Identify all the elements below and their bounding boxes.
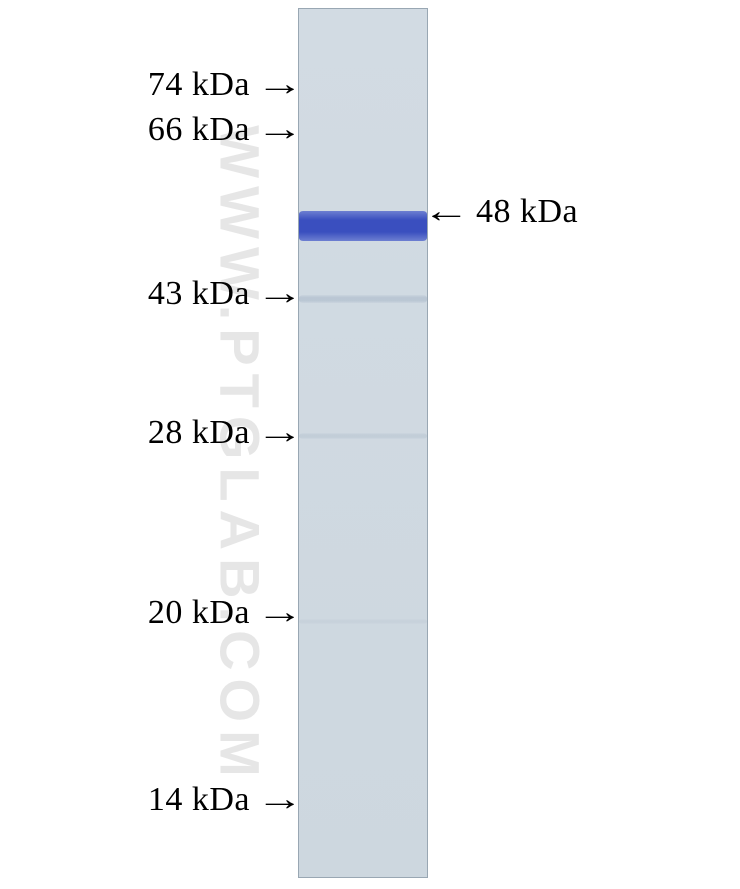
band-main-band [299, 211, 427, 241]
arrow-right-icon: → [256, 277, 304, 311]
arrow-left-icon: ← [422, 195, 470, 229]
ladder-label: 66 kDa→ [0, 109, 290, 151]
ladder-label-text: 43 kDa [148, 275, 250, 313]
arrow-right-icon: → [256, 68, 304, 102]
gel-figure: { "figure": { "type": "gel-electrophores… [0, 0, 740, 889]
ladder-label: 43 kDa→ [0, 273, 290, 315]
watermark-text: WWW.PTGLAB.COM [208, 125, 273, 784]
band-faint-band-2 [299, 433, 427, 439]
ladder-label-text: 28 kDa [148, 414, 250, 452]
ladder-label: 20 kDa→ [0, 592, 290, 634]
ladder-label: 14 kDa→ [0, 779, 290, 821]
sample-label: ←48 kDa [436, 191, 730, 233]
arrow-right-icon: → [256, 783, 304, 817]
ladder-label: 74 kDa→ [0, 64, 290, 106]
ladder-label-text: 20 kDa [148, 594, 250, 632]
ladder-label: 28 kDa→ [0, 412, 290, 454]
band-faint-band-3 [299, 619, 427, 624]
arrow-right-icon: → [256, 416, 304, 450]
gel-lane [298, 8, 428, 878]
ladder-label-text: 14 kDa [148, 781, 250, 819]
ladder-label-text: 66 kDa [148, 111, 250, 149]
sample-label-text: 48 kDa [476, 193, 578, 231]
band-faint-band-1 [299, 295, 427, 303]
arrow-right-icon: → [256, 113, 304, 147]
ladder-label-text: 74 kDa [148, 66, 250, 104]
arrow-right-icon: → [256, 596, 304, 630]
